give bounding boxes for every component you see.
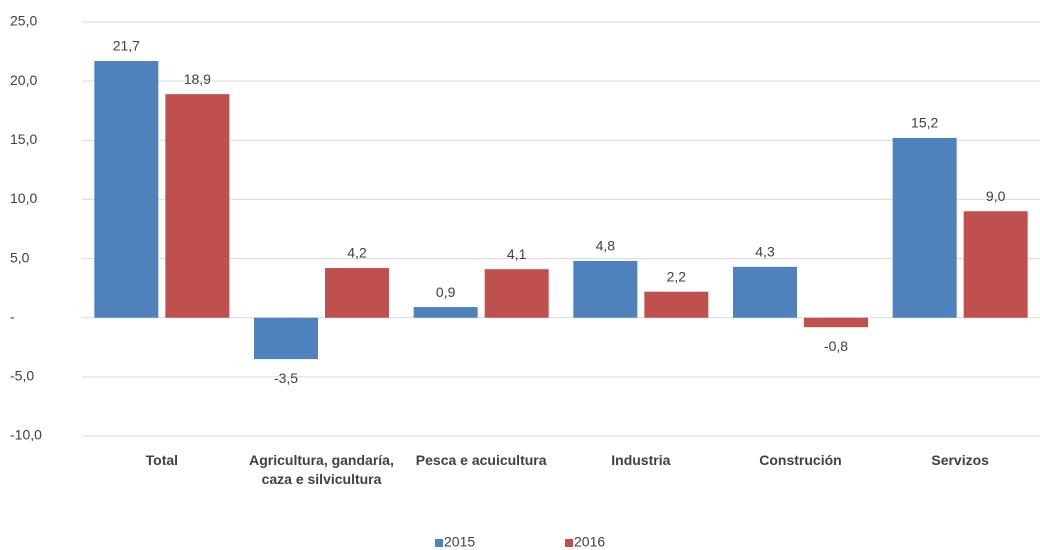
bar <box>484 269 549 318</box>
y-tick-label: 5,0 <box>10 249 30 265</box>
y-tick-label: 10,0 <box>10 190 37 206</box>
data-label: 9,0 <box>986 188 1006 204</box>
y-tick-label: -10,0 <box>10 427 42 443</box>
bar <box>892 137 957 318</box>
bar <box>94 61 159 318</box>
legend-label: 2016 <box>574 534 605 550</box>
bar <box>963 211 1028 318</box>
data-label: -3,5 <box>274 370 298 386</box>
bar <box>254 317 318 360</box>
data-label: 18,9 <box>184 71 211 87</box>
data-label: 2,2 <box>667 268 687 284</box>
bar <box>413 307 478 318</box>
bar <box>165 94 230 318</box>
x-tick-label: Agricultura, gandaría, caza e silvicultu… <box>249 452 394 487</box>
x-tick-label: Construción <box>759 452 842 468</box>
data-label: 15,2 <box>911 115 938 131</box>
x-tick-label: Pesca e acuicultura <box>415 452 547 468</box>
data-label: 4,3 <box>755 244 775 260</box>
data-label: 4,1 <box>507 246 527 262</box>
data-label: 4,2 <box>347 245 367 261</box>
data-label: 21,7 <box>113 38 140 54</box>
legend-marker <box>435 539 443 547</box>
bar <box>804 317 868 328</box>
y-tick-label: 15,0 <box>10 131 37 147</box>
bar <box>325 268 389 318</box>
x-tick-label: Industria <box>611 452 671 468</box>
data-label: 4,8 <box>596 238 616 254</box>
legend-marker <box>565 539 573 547</box>
legend-label: 2015 <box>444 534 475 550</box>
y-tick-label: -5,0 <box>10 368 34 384</box>
data-label: -0,8 <box>824 338 848 354</box>
bar <box>573 260 638 318</box>
x-tick-label: Total <box>145 452 179 468</box>
data-label: 0,9 <box>436 284 456 300</box>
y-tick-label: 25,0 <box>10 13 37 29</box>
y-tick-label: 20,0 <box>10 72 37 88</box>
y-tick-label: - <box>10 308 15 324</box>
bar <box>733 266 797 318</box>
bar <box>644 291 709 318</box>
x-tick-label: Servizos <box>931 452 989 468</box>
